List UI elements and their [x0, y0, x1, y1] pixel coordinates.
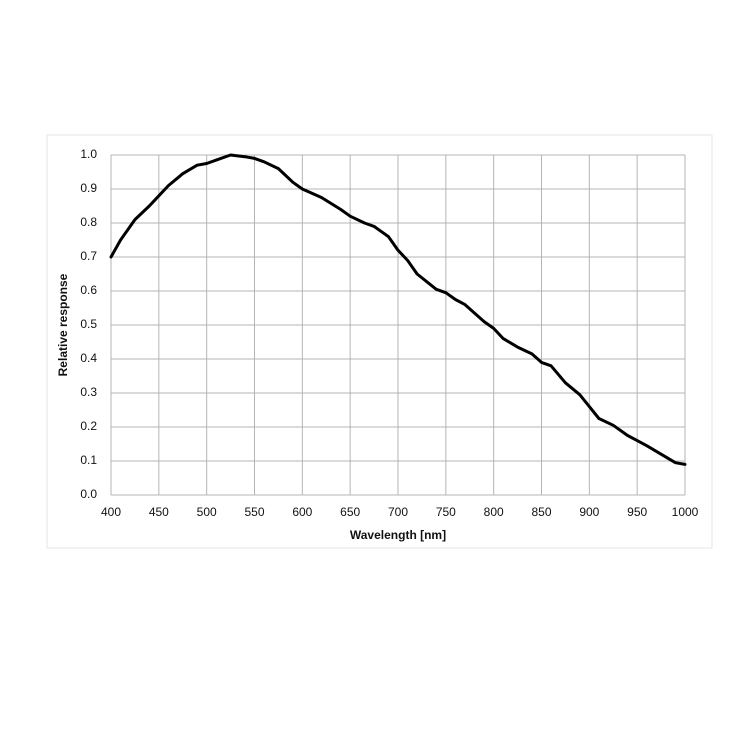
- x-tick-label: 800: [484, 505, 504, 519]
- y-tick-label: 0.2: [80, 419, 97, 433]
- x-tick-label: 1000: [672, 505, 699, 519]
- x-tick-label: 750: [436, 505, 456, 519]
- x-tick-label: 950: [627, 505, 647, 519]
- y-tick-label: 0.0: [80, 487, 97, 501]
- y-tick-label: 0.5: [80, 317, 97, 331]
- x-tick-label: 450: [149, 505, 169, 519]
- y-tick-label: 0.1: [80, 453, 97, 467]
- y-tick-label: 0.9: [80, 181, 97, 195]
- x-tick-label: 850: [531, 505, 551, 519]
- x-tick-label: 900: [579, 505, 599, 519]
- y-tick-label: 0.6: [80, 283, 97, 297]
- y-tick-label: 0.8: [80, 215, 97, 229]
- y-tick-label: 0.4: [80, 351, 97, 365]
- y-tick-label: 1.0: [80, 147, 97, 161]
- x-tick-label: 500: [197, 505, 217, 519]
- x-tick-label: 400: [101, 505, 121, 519]
- x-tick-label: 700: [388, 505, 408, 519]
- y-tick-label: 0.3: [80, 385, 97, 399]
- chart-frame: [46, 134, 713, 549]
- x-tick-label: 550: [244, 505, 264, 519]
- y-axis-label: Relative response: [56, 273, 70, 376]
- x-tick-label: 600: [292, 505, 312, 519]
- y-tick-label: 0.7: [80, 249, 97, 263]
- response-line: [109, 153, 687, 466]
- x-axis-label: Wavelength [nm]: [350, 528, 446, 542]
- x-tick-label: 650: [340, 505, 360, 519]
